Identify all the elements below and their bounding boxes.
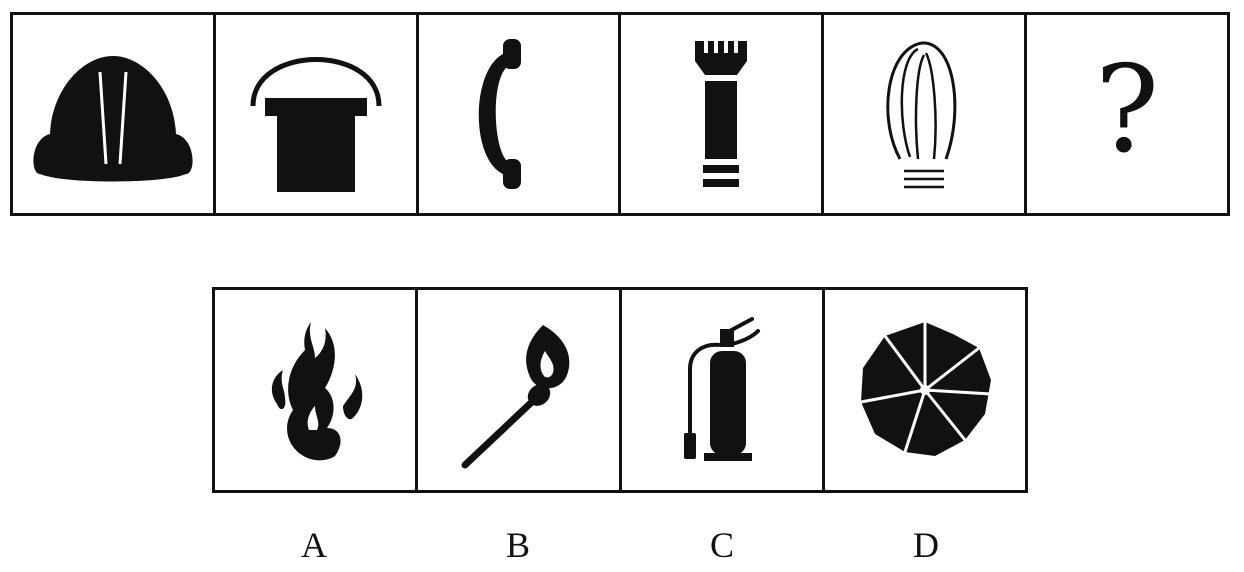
options-row (212, 287, 1028, 493)
hard-hat-icon (33, 56, 193, 182)
option-label-a: A (301, 525, 327, 565)
sequence-cell-5 (821, 15, 1024, 213)
sequence-cell-6: ? (1024, 15, 1227, 213)
burning-match-icon (461, 325, 570, 469)
fire-extinguisher-icon (683, 317, 760, 461)
sequence-row: ? (10, 12, 1230, 216)
option-label-c: C (709, 525, 734, 565)
option-cell-b[interactable] (415, 290, 618, 490)
flames-icon (271, 322, 363, 461)
bucket-icon (250, 57, 382, 192)
option-labels: A B C D (212, 520, 1028, 570)
option-label-d: D (913, 525, 939, 565)
question-mark-icon: ? (1094, 41, 1160, 180)
option-cell-a[interactable] (215, 290, 415, 490)
option-cell-c[interactable] (618, 290, 822, 490)
light-bulb-icon (886, 41, 957, 189)
option-cell-d[interactable] (821, 290, 1025, 490)
sequence-cell-3 (415, 15, 619, 213)
sequence-cell-1 (13, 15, 213, 213)
umbrella-icon (860, 322, 991, 456)
sequence-cell-4 (618, 15, 821, 213)
option-label-b: B (505, 525, 530, 565)
flashlight-icon (695, 41, 748, 187)
sequence-cell-2 (212, 15, 416, 213)
telephone-handset-icon (478, 39, 521, 189)
